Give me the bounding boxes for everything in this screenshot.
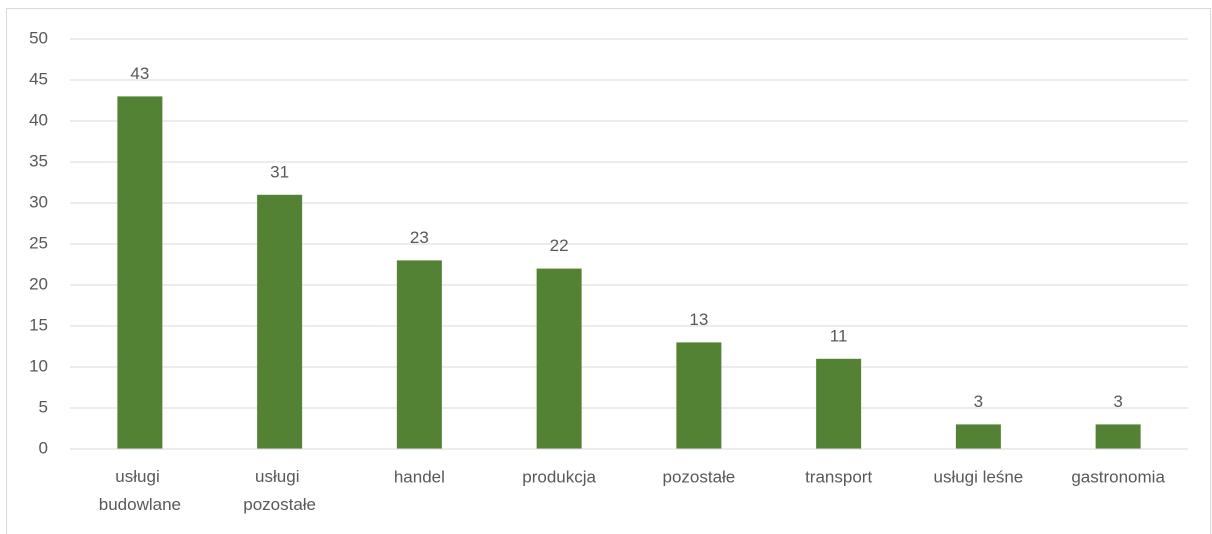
y-tick-label: 10: [29, 356, 48, 375]
data-label: 3: [1113, 392, 1122, 411]
data-label: 23: [410, 228, 429, 247]
y-tick-label: 40: [29, 110, 48, 129]
data-label: 31: [270, 162, 289, 181]
y-tick-label: 35: [29, 151, 48, 170]
bar: [955, 424, 1001, 449]
bar: [257, 194, 303, 449]
x-tick-label: gastronomia: [1071, 467, 1165, 486]
data-label: 43: [130, 64, 149, 83]
data-label: 22: [550, 236, 569, 255]
y-tick-label: 0: [39, 438, 48, 457]
bar: [676, 342, 722, 449]
bar: [396, 260, 442, 449]
x-tick-label: transport: [805, 467, 872, 486]
bar: [536, 268, 582, 449]
y-tick-label: 30: [29, 192, 48, 211]
bar: [117, 96, 163, 450]
x-tick-label: produkcja: [522, 467, 596, 486]
x-tick-label: handel: [394, 467, 445, 486]
data-label: 11: [830, 326, 848, 345]
x-tick-label: usługi leśne: [933, 467, 1023, 486]
y-tick-label: 25: [29, 233, 48, 252]
x-tick-label: usługi budowlane: [99, 467, 181, 514]
y-tick-label: 50: [29, 28, 48, 47]
y-tick-label: 15: [29, 315, 48, 334]
y-tick-label: 20: [29, 274, 48, 293]
y-tick-label: 45: [29, 69, 48, 88]
chart-frame: [6, 8, 1211, 534]
data-label: 13: [689, 310, 708, 329]
data-label: 3: [974, 392, 983, 411]
x-tick-label: pozostałe: [662, 467, 735, 486]
x-tick-label: usługi pozostałe: [243, 467, 316, 514]
bar: [816, 358, 862, 449]
y-tick-label: 5: [39, 397, 48, 416]
bar: [1095, 424, 1141, 449]
